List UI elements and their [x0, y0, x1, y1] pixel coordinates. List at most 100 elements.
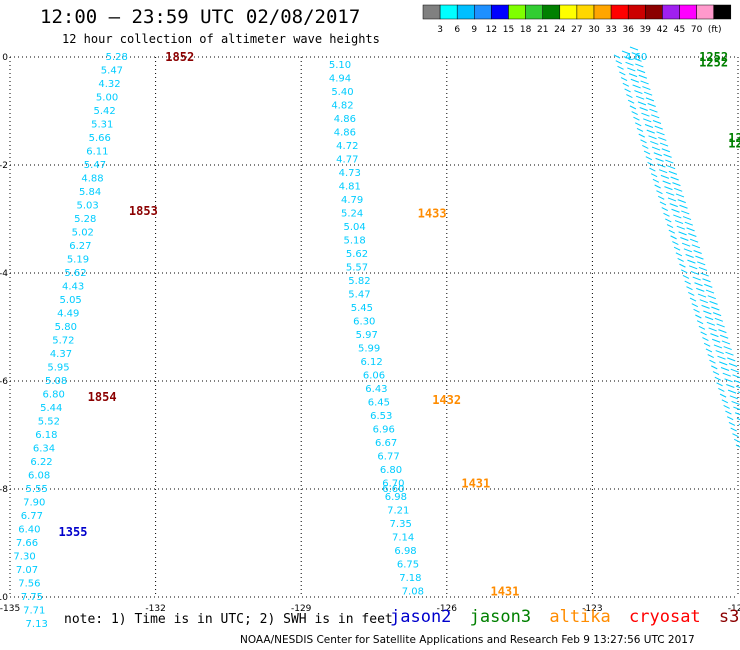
- swath-stroke: [670, 176, 679, 181]
- swath-stroke: [673, 214, 682, 219]
- legend-s3a: s3a: [718, 607, 740, 627]
- wave-height-label: 5.40: [331, 87, 353, 98]
- swath-stroke: [707, 295, 716, 300]
- swath-stroke: [636, 128, 644, 132]
- swath-stroke: [700, 272, 709, 277]
- swath-stroke: [724, 378, 733, 383]
- wave-height-label: 7.75: [21, 592, 43, 603]
- wave-height-label: 6.98: [385, 492, 407, 503]
- swath-stroke: [656, 131, 665, 136]
- swath-stroke: [677, 258, 684, 262]
- swath-stroke: [721, 340, 731, 345]
- swath-stroke: [686, 286, 693, 291]
- wave-height-label: 5.03: [77, 201, 99, 212]
- swath-stroke: [658, 169, 668, 174]
- swath-stroke: [630, 78, 640, 83]
- wave-height-label: 4.43: [62, 282, 84, 293]
- swath-stroke: [631, 52, 640, 57]
- swath-stroke: [658, 136, 667, 141]
- swath-stroke: [726, 384, 735, 388]
- swath-stroke: [716, 323, 725, 328]
- swath-stroke: [684, 280, 691, 285]
- swath-stroke: [668, 170, 678, 175]
- swath-stroke: [634, 122, 642, 127]
- swath-stroke: [668, 229, 676, 234]
- swath-stroke: [736, 417, 740, 421]
- swath-stroke: [669, 203, 678, 208]
- colorbar-tick-label: 27: [571, 25, 582, 35]
- pass-time-label: 1253: [728, 136, 740, 150]
- y-tick-label: -4: [0, 269, 8, 279]
- swath-stroke: [735, 385, 740, 389]
- x-tick-label: -126: [437, 604, 458, 614]
- swath-stroke: [680, 237, 689, 241]
- wave-height-label: 7.18: [399, 573, 421, 584]
- legend-cryosat: cryosat: [629, 607, 701, 627]
- pass-time-label: 1431: [461, 477, 490, 491]
- wave-height-label: 6.27: [69, 241, 91, 252]
- swath-stroke: [730, 368, 739, 373]
- swath-stroke: [713, 344, 723, 349]
- colorbar-tick-label: 33: [605, 25, 616, 35]
- wave-height-label: 5.10: [329, 60, 351, 71]
- swath-stroke: [709, 359, 716, 364]
- swath-stroke: [645, 156, 653, 161]
- swath-stroke: [705, 348, 713, 353]
- pass-time-label: 1432: [432, 393, 461, 407]
- wave-height-label: 6.06: [363, 371, 385, 382]
- wave-height-label: 7.90: [23, 498, 45, 509]
- swath-stroke: [640, 80, 649, 85]
- swath-stroke: [641, 112, 650, 117]
- swath-stroke: [734, 380, 740, 384]
- wave-height-label: 4.49: [57, 309, 79, 320]
- swath-stroke: [734, 438, 740, 443]
- wave-height-label: 5.62: [64, 268, 86, 279]
- wave-height-label: 7.08: [402, 587, 424, 598]
- swath-stroke: [617, 65, 624, 70]
- swath-stroke: [633, 116, 640, 121]
- x-tick-label: -120: [728, 604, 740, 614]
- swath-stroke: [732, 374, 740, 379]
- swath-stroke: [640, 139, 647, 144]
- swath-stroke: [716, 382, 723, 387]
- wave-height-label: 6.34: [33, 444, 55, 455]
- wave-height-label: 4.79: [341, 195, 363, 206]
- wave-height-label: 4.94: [329, 74, 351, 85]
- colorbar-tick-label: 3: [437, 25, 443, 35]
- wave-height-label: 6.40: [18, 525, 40, 536]
- swath-stroke: [628, 73, 638, 78]
- swath-stroke: [627, 99, 635, 104]
- swath-stroke: [619, 71, 626, 76]
- wave-height-label: 4.86: [334, 128, 356, 139]
- pass-time-label: 1355: [59, 525, 88, 539]
- pass-time-label: 1433: [418, 207, 447, 221]
- swath-stroke: [644, 124, 654, 128]
- wave-height-label: 5.42: [94, 106, 116, 117]
- swath-stroke: [657, 163, 666, 168]
- swath-stroke: [693, 250, 702, 254]
- wave-height-label: 6.80: [380, 465, 402, 476]
- swath-stroke: [674, 187, 683, 192]
- swath-stroke: [702, 337, 709, 342]
- swath-stroke: [692, 276, 701, 281]
- footer-note: note: 1) Time is in UTC; 2) SWH is in fe…: [64, 612, 393, 627]
- wave-height-label: 6.53: [370, 411, 392, 422]
- wave-height-label: 6.77: [21, 511, 43, 522]
- wave-height-label: 5.97: [356, 330, 378, 341]
- wave-height-label: 6.77: [377, 452, 399, 463]
- swath-stroke: [667, 197, 677, 202]
- swath-stroke: [719, 361, 728, 366]
- swath-stroke: [671, 208, 680, 213]
- swath-stroke: [660, 174, 670, 179]
- swath-stroke: [643, 118, 652, 123]
- y-tick-label: 0: [2, 53, 8, 63]
- swath-stroke: [706, 321, 716, 326]
- swath-stroke: [657, 195, 665, 200]
- swath-stroke: [674, 220, 684, 225]
- swath-stroke: [723, 404, 730, 409]
- swath-stroke: [678, 231, 687, 236]
- y-tick-label: -6: [0, 377, 8, 387]
- swath-stroke: [633, 57, 642, 62]
- swath-stroke: [681, 210, 690, 215]
- wave-height-label: 6.11: [86, 147, 108, 158]
